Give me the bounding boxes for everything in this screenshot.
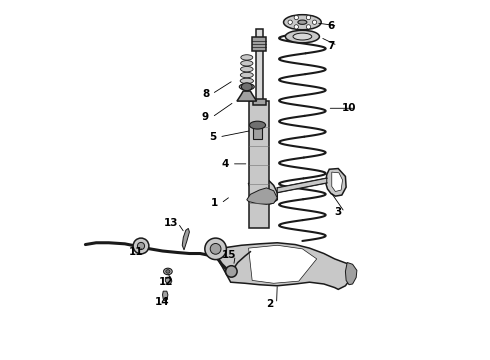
Polygon shape	[345, 262, 357, 285]
Ellipse shape	[241, 67, 253, 72]
Text: 5: 5	[209, 132, 217, 142]
Polygon shape	[248, 178, 277, 205]
Text: 3: 3	[335, 207, 342, 217]
Text: 7: 7	[327, 41, 335, 50]
Ellipse shape	[240, 84, 254, 89]
Ellipse shape	[241, 55, 253, 60]
Polygon shape	[248, 245, 317, 283]
Circle shape	[294, 25, 298, 29]
Ellipse shape	[240, 78, 253, 84]
Bar	[253, 99, 266, 105]
Circle shape	[210, 243, 221, 254]
Ellipse shape	[166, 270, 170, 273]
Circle shape	[288, 20, 293, 24]
Circle shape	[294, 15, 298, 20]
Circle shape	[137, 242, 145, 249]
Text: 13: 13	[164, 218, 179, 228]
Circle shape	[313, 20, 317, 24]
Polygon shape	[277, 178, 327, 193]
Circle shape	[133, 238, 149, 254]
Polygon shape	[326, 168, 346, 196]
Polygon shape	[182, 228, 190, 250]
Text: 9: 9	[202, 112, 209, 122]
Ellipse shape	[284, 15, 321, 30]
Text: 11: 11	[128, 247, 143, 257]
Polygon shape	[332, 172, 343, 192]
Circle shape	[205, 238, 226, 260]
Polygon shape	[247, 188, 277, 204]
Text: 1: 1	[211, 198, 218, 208]
Polygon shape	[237, 91, 257, 101]
Circle shape	[306, 15, 311, 20]
Ellipse shape	[293, 33, 312, 40]
Ellipse shape	[298, 20, 307, 24]
Ellipse shape	[249, 121, 266, 129]
Polygon shape	[166, 277, 172, 285]
Polygon shape	[213, 243, 353, 289]
Bar	[253, 125, 262, 139]
Bar	[252, 37, 267, 51]
Polygon shape	[163, 291, 168, 301]
Ellipse shape	[242, 83, 252, 91]
Text: 14: 14	[155, 297, 170, 307]
Ellipse shape	[164, 268, 172, 275]
Text: 8: 8	[202, 89, 209, 99]
Text: 4: 4	[221, 159, 229, 169]
Ellipse shape	[239, 84, 254, 90]
Circle shape	[306, 25, 311, 29]
Text: 6: 6	[327, 21, 335, 31]
Text: 12: 12	[159, 277, 173, 287]
Circle shape	[225, 266, 237, 277]
Text: 15: 15	[221, 250, 236, 260]
Ellipse shape	[241, 60, 253, 66]
Text: 2: 2	[267, 299, 274, 309]
Text: 10: 10	[342, 103, 356, 113]
Bar	[256, 30, 263, 101]
Ellipse shape	[285, 30, 319, 43]
Bar	[249, 101, 270, 228]
Ellipse shape	[240, 72, 253, 78]
